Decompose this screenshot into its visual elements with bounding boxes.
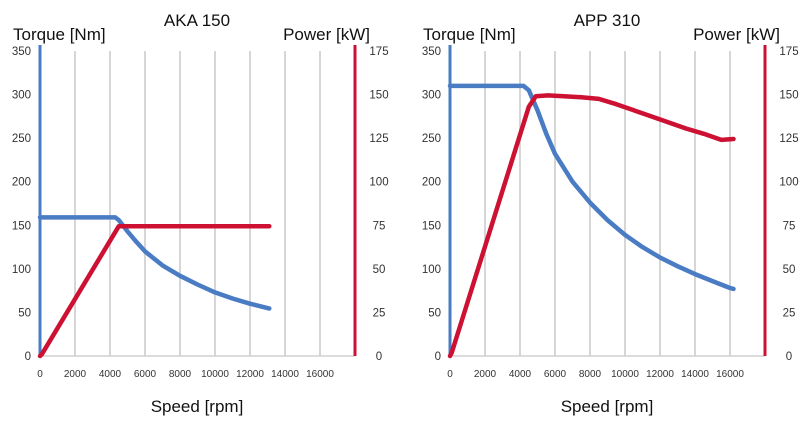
y-right-tick-label: 175 bbox=[779, 46, 798, 58]
y-right-tick-label: 25 bbox=[783, 307, 796, 319]
gridlines bbox=[74, 51, 356, 356]
x-tick-label: 16000 bbox=[306, 369, 334, 380]
y-right-tick-label: 150 bbox=[779, 90, 798, 102]
power-series-line bbox=[447, 93, 736, 359]
y-right-tick-label: 125 bbox=[779, 133, 798, 145]
y-left-tick-label: 50 bbox=[18, 307, 31, 319]
y-left-tick-label: 150 bbox=[422, 220, 441, 232]
y-left-tick-label: 300 bbox=[12, 90, 31, 102]
chart-panel-2: 0 50 100 150 200 250 300 350 0 25 50 75 100 125 150 175… bbox=[422, 11, 799, 416]
x-tick-label: 0 bbox=[447, 369, 453, 380]
x-tick-label: 4000 bbox=[509, 369, 532, 380]
x-tick-label: 2000 bbox=[64, 369, 87, 380]
torque-series-line bbox=[37, 215, 272, 311]
x-tick-label: 6000 bbox=[134, 369, 157, 380]
x-tick-label: 6000 bbox=[544, 369, 567, 380]
x-tick-label: 10000 bbox=[611, 369, 639, 380]
gridlines bbox=[484, 51, 766, 356]
y-left-tick-label: 50 bbox=[428, 307, 441, 319]
y-right-axis-label: Power [kW] bbox=[693, 25, 780, 44]
y-right-tick-label: 0 bbox=[376, 351, 382, 363]
y-right-tick-label: 0 bbox=[786, 351, 792, 363]
torque-series-line bbox=[447, 83, 736, 292]
x-tick-label: 14000 bbox=[681, 369, 709, 380]
x-axis-label: Speed [rpm] bbox=[151, 397, 244, 416]
y-left-tick-label: 150 bbox=[12, 220, 31, 232]
y-left-axis-label: Torque [Nm] bbox=[13, 25, 106, 44]
y-right-tick-label: 100 bbox=[779, 177, 798, 189]
x-tick-label: 16000 bbox=[716, 369, 744, 380]
y-right-tick-label: 50 bbox=[373, 264, 386, 276]
y-left-tick-label: 0 bbox=[435, 351, 441, 363]
y-left-tick-label: 100 bbox=[422, 264, 441, 276]
y-right-axis-label: Power [kW] bbox=[283, 25, 370, 44]
y-left-axis-label: Torque [Nm] bbox=[423, 25, 516, 44]
y-left-tick-label: 0 bbox=[25, 351, 31, 363]
x-tick-label: 2000 bbox=[474, 369, 497, 380]
y-right-tick-label: 100 bbox=[369, 177, 388, 189]
x-tick-label: 8000 bbox=[169, 369, 192, 380]
y-right-tick-label: 75 bbox=[783, 220, 796, 232]
chart-panel-1: 0 50 100 150 200 250 300 350 0 25 50 75 100 125 150 175… bbox=[12, 11, 389, 416]
x-tick-label: 0 bbox=[37, 369, 43, 380]
y-left-tick-label: 200 bbox=[422, 177, 441, 189]
y-left-tick-label: 250 bbox=[12, 133, 31, 145]
chart-title: APP 310 bbox=[574, 11, 641, 30]
power-series-line bbox=[37, 223, 272, 359]
x-tick-label: 12000 bbox=[646, 369, 674, 380]
y-left-tick-label: 100 bbox=[12, 264, 31, 276]
y-left-tick-label: 350 bbox=[422, 46, 441, 58]
chart-title: AKA 150 bbox=[164, 11, 230, 30]
x-tick-label: 14000 bbox=[271, 369, 299, 380]
y-right-tick-label: 125 bbox=[369, 133, 388, 145]
y-right-tick-label: 75 bbox=[373, 220, 386, 232]
y-left-tick-label: 350 bbox=[12, 46, 31, 58]
y-left-tick-label: 250 bbox=[422, 133, 441, 145]
y-left-tick-label: 200 bbox=[12, 177, 31, 189]
x-tick-label: 4000 bbox=[99, 369, 122, 380]
y-right-tick-label: 175 bbox=[369, 46, 388, 58]
x-tick-label: 12000 bbox=[236, 369, 264, 380]
x-axis-label: Speed [rpm] bbox=[561, 397, 654, 416]
x-tick-label: 8000 bbox=[579, 369, 602, 380]
y-right-tick-label: 50 bbox=[783, 264, 796, 276]
y-right-tick-label: 25 bbox=[373, 307, 386, 319]
y-left-tick-label: 300 bbox=[422, 90, 441, 102]
y-right-tick-label: 150 bbox=[369, 90, 388, 102]
x-tick-label: 10000 bbox=[201, 369, 229, 380]
